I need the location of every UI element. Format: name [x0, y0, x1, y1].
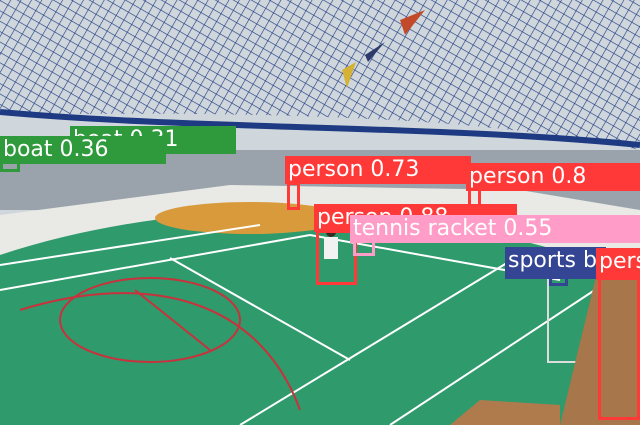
net-canopy [0, 0, 640, 150]
detection-label-racket: tennis racket 0.55 [350, 215, 640, 243]
detection-label-p4: person [596, 248, 640, 280]
detection-label-boat2: boat 0.36 [0, 136, 166, 164]
detection-box-p1 [287, 182, 300, 210]
detection-label-p1: person 0.73 [285, 156, 471, 184]
detection-label-p2: person 0.8 [466, 163, 640, 191]
court-floor [0, 209, 640, 425]
detection-label-ball: sports ball [505, 247, 606, 279]
orange-area [155, 202, 345, 234]
